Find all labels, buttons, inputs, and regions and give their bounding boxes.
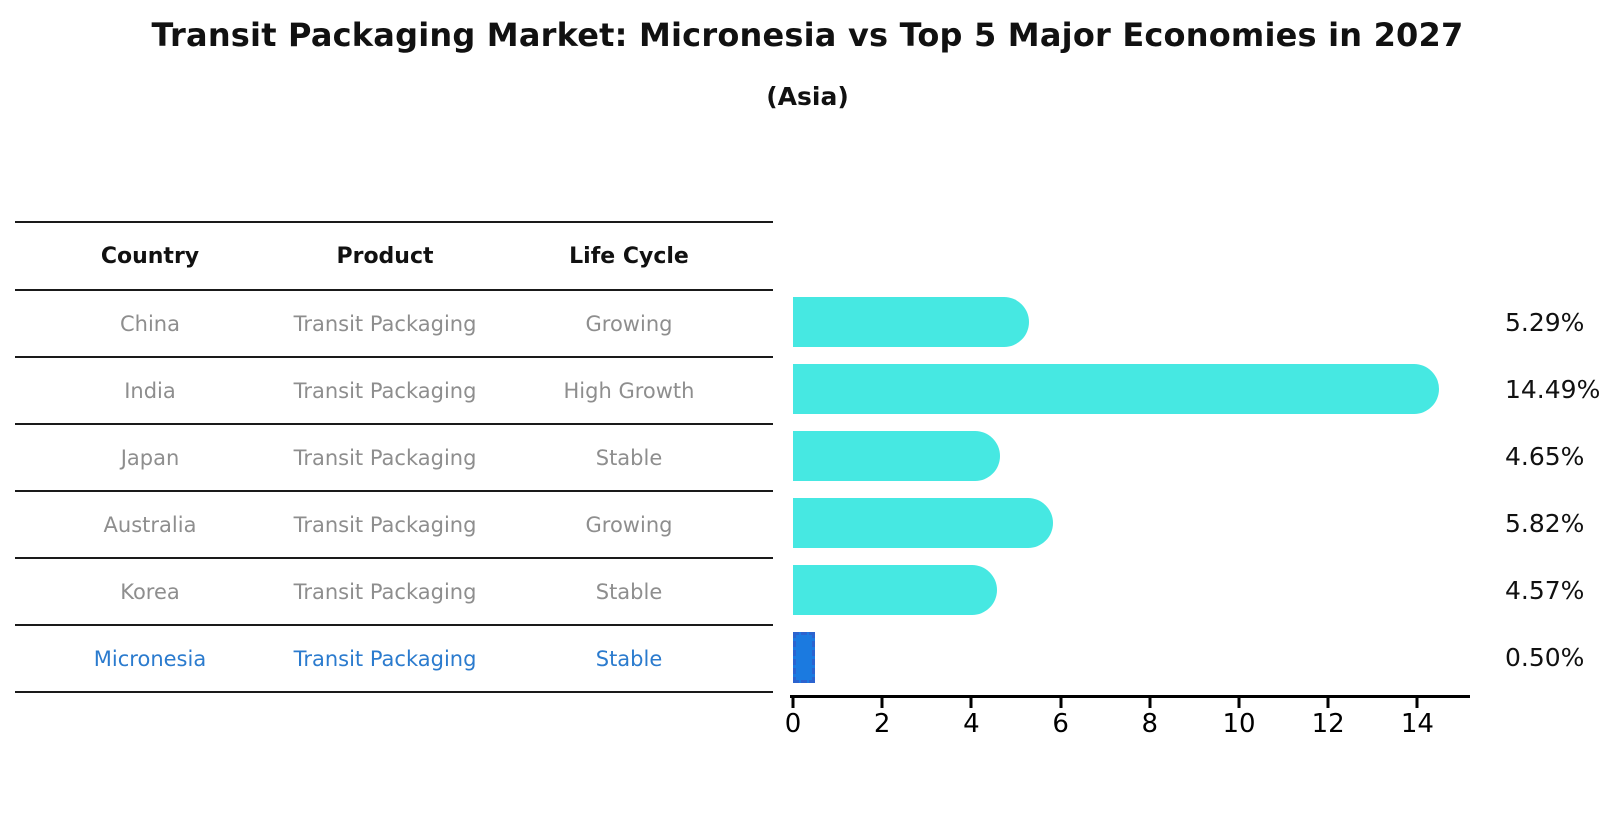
- x-tick: [1237, 698, 1241, 708]
- bar-row: 14.49%: [790, 356, 1615, 423]
- chart-header-spacer: [790, 221, 1615, 289]
- x-tick: [969, 698, 973, 708]
- table-cell-product: Transit Packaging: [293, 646, 477, 671]
- x-tick: [1148, 698, 1152, 708]
- x-tick-label: 2: [873, 709, 891, 739]
- bar-row: 4.57%: [790, 557, 1615, 624]
- table-cell-product: Transit Packaging: [293, 378, 477, 403]
- x-tick: [1326, 698, 1330, 708]
- value-label: 4.57%: [1505, 576, 1585, 605]
- table-cell-life-cycle: Stable: [595, 445, 663, 470]
- table-row: Japan Transit Packaging Stable: [15, 425, 773, 492]
- bar-japan: [793, 431, 1000, 481]
- value-label: 14.49%: [1505, 375, 1601, 404]
- table-row: Korea Transit Packaging Stable: [15, 559, 773, 626]
- x-tick-label: 6: [1052, 709, 1069, 739]
- bar-row: 5.82%: [790, 490, 1615, 557]
- x-axis-line: [790, 695, 1470, 698]
- x-tick-label: 10: [1222, 709, 1256, 739]
- table-cell-country: Australia: [103, 512, 197, 537]
- bar-india: [793, 364, 1439, 414]
- table-cell-life-cycle: Growing: [585, 311, 673, 336]
- bar-micronesia: [793, 632, 815, 683]
- bar-row: 5.29%: [790, 289, 1615, 356]
- table-header-life-cycle: Life Cycle: [569, 243, 689, 269]
- bar-chart: 5.29% 14.49% 4.65% 5.82% 4.57% 0.50% 0 2 4 6 8 10 1…: [785, 221, 1615, 745]
- table-cell-life-cycle: Growing: [585, 512, 673, 537]
- table-row: India Transit Packaging High Growth: [15, 358, 773, 425]
- bar-china: [793, 297, 1029, 347]
- bar-australia: [793, 498, 1053, 548]
- table-cell-country: Japan: [120, 445, 180, 470]
- x-tick-label: 8: [1141, 709, 1159, 739]
- table-cell-product: Transit Packaging: [293, 311, 477, 336]
- x-tick: [791, 698, 795, 708]
- value-label: 5.82%: [1505, 509, 1585, 538]
- bar-row: 4.65%: [790, 423, 1615, 490]
- x-tick-label: 12: [1311, 709, 1345, 739]
- table-body: China Transit Packaging Growing India Transi…: [15, 291, 773, 693]
- value-label: 5.29%: [1505, 308, 1585, 337]
- table-cell-country: China: [120, 311, 180, 336]
- country-table: Country Product Life Cycle China Transit …: [15, 221, 773, 693]
- table-cell-product: Transit Packaging: [293, 512, 477, 537]
- table-cell-life-cycle: Stable: [595, 646, 663, 671]
- bar-row: 0.50%: [790, 624, 1615, 691]
- table-cell-country: India: [124, 378, 176, 403]
- table-cell-product: Transit Packaging: [293, 445, 477, 470]
- table-cell-life-cycle: High Growth: [563, 378, 695, 403]
- table-row: China Transit Packaging Growing: [15, 291, 773, 358]
- table-row: Australia Transit Packaging Growing: [15, 492, 773, 559]
- table-cell-country: Micronesia: [93, 646, 207, 671]
- x-tick: [1059, 698, 1063, 708]
- x-tick-label: 0: [784, 709, 802, 739]
- chart-subtitle: (Asia): [766, 82, 849, 111]
- x-tick-label: 4: [963, 709, 980, 739]
- chart-page: Transit Packaging Market: Micronesia vs …: [0, 14, 1615, 823]
- value-label: 0.50%: [1505, 643, 1585, 672]
- table-cell-country: Korea: [120, 579, 180, 604]
- bar-korea: [793, 565, 997, 615]
- chart-title: Transit Packaging Market: Micronesia vs …: [151, 16, 1464, 54]
- x-tick-label: 14: [1400, 709, 1434, 739]
- x-tick: [880, 698, 884, 708]
- value-label: 4.65%: [1505, 442, 1585, 471]
- table-cell-product: Transit Packaging: [293, 579, 477, 604]
- table-header-product: Product: [336, 243, 434, 269]
- content-area: Country Product Life Cycle China Transit …: [0, 221, 1615, 745]
- x-tick: [1415, 698, 1419, 708]
- table-row: Micronesia Transit Packaging Stable: [15, 626, 773, 693]
- table-header-country: Country: [100, 243, 200, 269]
- x-axis: 0 2 4 6 8 10 12 14: [785, 695, 1470, 745]
- table-header-row: Country Product Life Cycle: [15, 223, 773, 291]
- bar-rows: 5.29% 14.49% 4.65% 5.82% 4.57% 0.50%: [790, 289, 1615, 691]
- table-cell-life-cycle: Stable: [595, 579, 663, 604]
